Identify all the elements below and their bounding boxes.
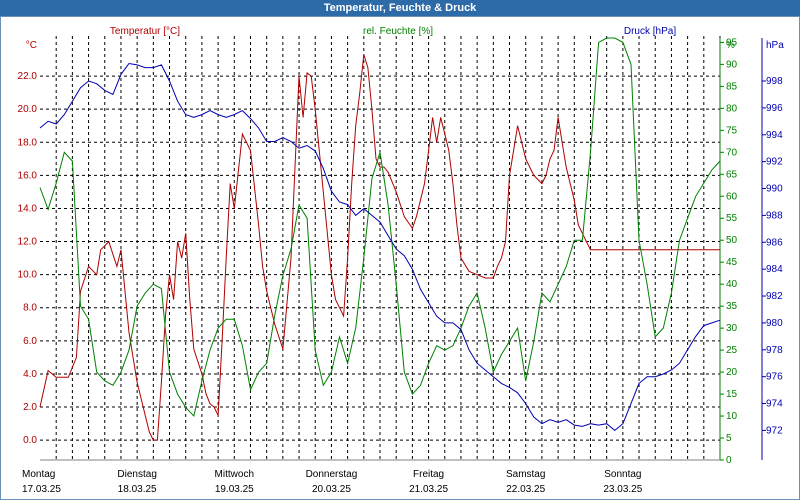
pressure-tick-label: 990 [766,184,783,195]
temperature-tick-label: 8.0 [23,303,37,314]
temperature-tick-label: 0.0 [23,435,37,446]
day-name-label: Mittwoch [215,469,254,480]
temperature-tick-label: 18.0 [18,137,38,148]
pressure-axis-title: Druck [hPa] [624,26,676,37]
pressure-tick-label: 994 [766,130,783,141]
day-name-label: Samstag [506,469,545,480]
humidity-tick-label: 15 [726,389,738,400]
humidity-tick-label: 0 [726,455,732,466]
temperature-axis-title: Temperatur [°C] [110,26,180,37]
humidity-tick-label: 35 [726,301,738,312]
temperature-tick-label: 2.0 [23,402,37,413]
humidity-tick-label: 20 [726,367,738,378]
day-date-label: 17.03.25 [22,484,61,495]
temperature-tick-label: 6.0 [23,336,37,347]
day-name-label: Sonntag [604,469,641,480]
humidity-tick-label: 5 [726,433,732,444]
temperature-tick-label: 12.0 [18,237,38,248]
humidity-unit-label: % [726,40,735,51]
humidity-tick-label: 65 [726,169,738,180]
pressure-tick-label: 998 [766,76,783,87]
day-name-label: Donnerstag [306,469,358,480]
pressure-tick-label: 988 [766,210,783,221]
humidity-tick-label: 90 [726,59,738,70]
humidity-series-line [39,37,721,418]
pressure-tick-label: 982 [766,291,783,302]
label-layer: Temperatur [°C] rel. Feuchte [%] Druck [hP… [110,26,676,37]
humidity-tick-label: 30 [726,323,738,334]
pressure-tick-label: 972 [766,425,783,436]
chart-title: Temperatur, Feuchte & Druck [0,0,800,16]
day-date-label: 20.03.25 [312,484,351,495]
temperature-tick-label: 16.0 [18,170,38,181]
grid-layer [40,36,721,460]
pressure-tick-label: 984 [766,264,783,275]
humidity-tick-label: 50 [726,235,738,246]
humidity-tick-label: 45 [726,257,738,268]
axis-layer: 0.0 2.0 4.0 6.0 8.0 10.0 12.0 14.0 16.0 18.0 20.0 2… [18,37,785,495]
pressure-unit-label: hPa [766,40,784,51]
day-date-label: 18.03.25 [118,484,157,495]
pressure-tick-label: 976 [766,372,783,383]
pressure-tick-label: 974 [766,399,783,410]
pressure-tick-label: 980 [766,318,783,329]
temperature-tick-label: 14.0 [18,203,38,214]
pressure-tick-label: 992 [766,157,783,168]
day-date-label: 22.03.25 [506,484,545,495]
pressure-series-line [39,62,721,432]
day-date-label: 19.03.25 [215,484,254,495]
pressure-tick-label: 978 [766,345,783,356]
day-date-label: 23.03.25 [603,484,642,495]
temperature-tick-label: 4.0 [23,369,37,380]
day-name-label: Dienstag [117,469,156,480]
humidity-tick-label: 75 [726,125,738,136]
temperature-tick-label: 20.0 [18,104,38,115]
humidity-tick-label: 80 [726,103,738,114]
humidity-tick-label: 85 [726,81,738,92]
humidity-tick-label: 60 [726,191,738,202]
day-name-label: Montag [22,469,55,480]
temperature-unit-label: °C [26,40,37,51]
temperature-series-line [39,54,720,441]
humidity-tick-label: 40 [726,279,738,290]
day-date-label: 21.03.25 [409,484,448,495]
humidity-tick-label: 95 [726,37,738,48]
temperature-tick-label: 10.0 [18,270,38,281]
humidity-tick-label: 10 [726,411,738,422]
humidity-axis-title: rel. Feuchte [%] [363,26,433,37]
day-name-label: Freitag [413,469,444,480]
humidity-tick-label: 55 [726,213,738,224]
humidity-tick-label: 25 [726,345,738,356]
series-layer [39,37,721,441]
temperature-tick-label: 22.0 [18,71,38,82]
pressure-tick-label: 996 [766,103,783,114]
humidity-tick-label: 70 [726,147,738,158]
pressure-tick-label: 986 [766,237,783,248]
